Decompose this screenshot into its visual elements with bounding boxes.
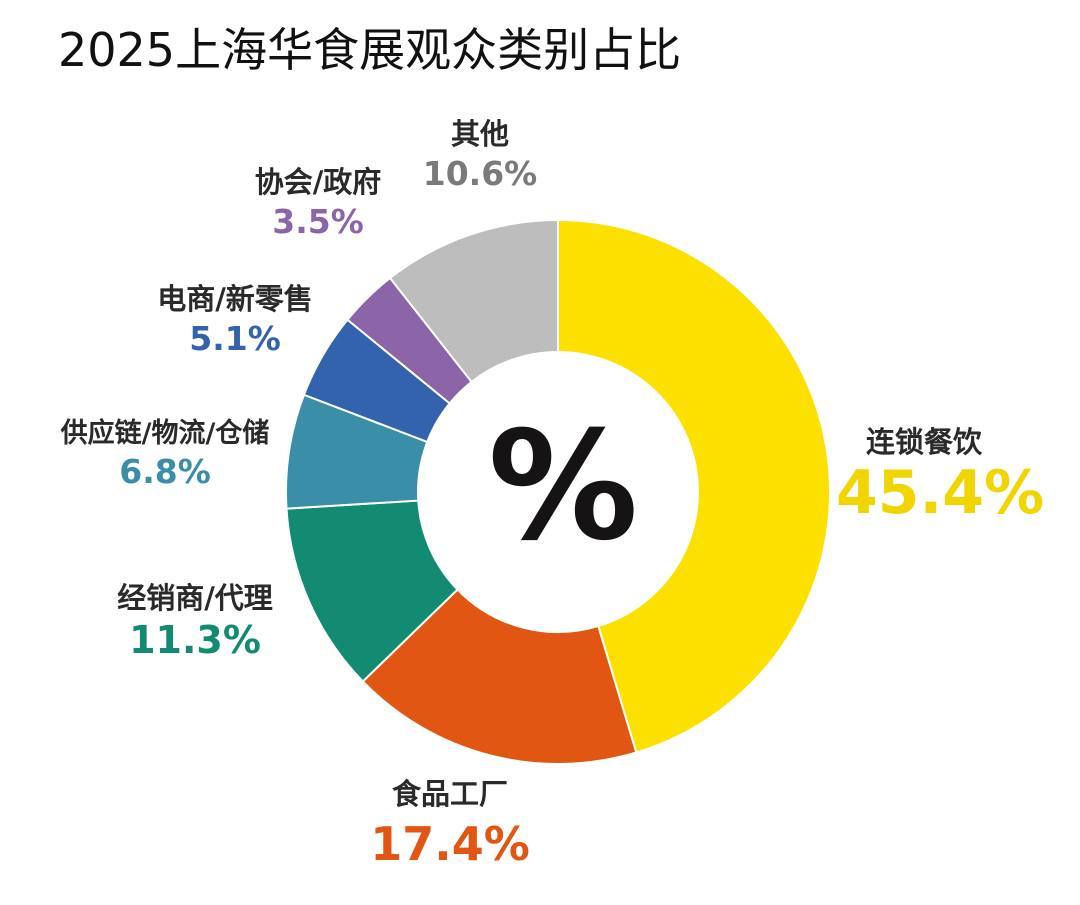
donut-slice-6 [388, 218, 559, 384]
slice-label-ecommerce: 电商/新零售 5.1% [140, 282, 330, 358]
donut-slice-0 [557, 218, 831, 754]
slice-label-percent: 11.3% [129, 618, 261, 662]
center-percent-symbol: % [488, 400, 639, 574]
slice-label-name: 食品工厂 [391, 777, 508, 811]
slice-label-association: 协会/政府 3.5% [238, 165, 398, 241]
donut-slice-1 [361, 588, 638, 765]
slice-label-food-factory: 食品工厂 17.4% [370, 777, 530, 871]
slice-label-percent: 10.6% [422, 154, 538, 193]
slice-label-distributors: 经销商/代理 11.3% [100, 581, 290, 662]
slice-label-name: 经销商/代理 [117, 581, 273, 615]
chart-title: 2025上海华食展观众类别占比 [58, 23, 682, 77]
slice-label-percent: 5.1% [189, 319, 281, 358]
slice-label-percent: 6.8% [119, 452, 211, 491]
slice-label-percent: 45.4% [836, 458, 1045, 528]
slice-label-percent: 3.5% [272, 202, 364, 241]
slice-label-name: 连锁餐饮 [866, 425, 983, 459]
slice-label-name: 供应链/物流/仓储 [60, 418, 270, 449]
slice-label-name: 其他 [450, 117, 509, 151]
slice-label-chain-restaurants: 连锁餐饮 45.4% [836, 425, 1045, 528]
slice-label-name: 协会/政府 [254, 165, 382, 199]
slice-label-supply-chain: 供应链/物流/仓储 6.8% [40, 420, 290, 488]
slice-label-other: 其他 10.6% [410, 117, 550, 193]
slice-label-percent: 17.4% [370, 817, 530, 871]
slice-label-name: 电商/新零售 [157, 282, 313, 316]
